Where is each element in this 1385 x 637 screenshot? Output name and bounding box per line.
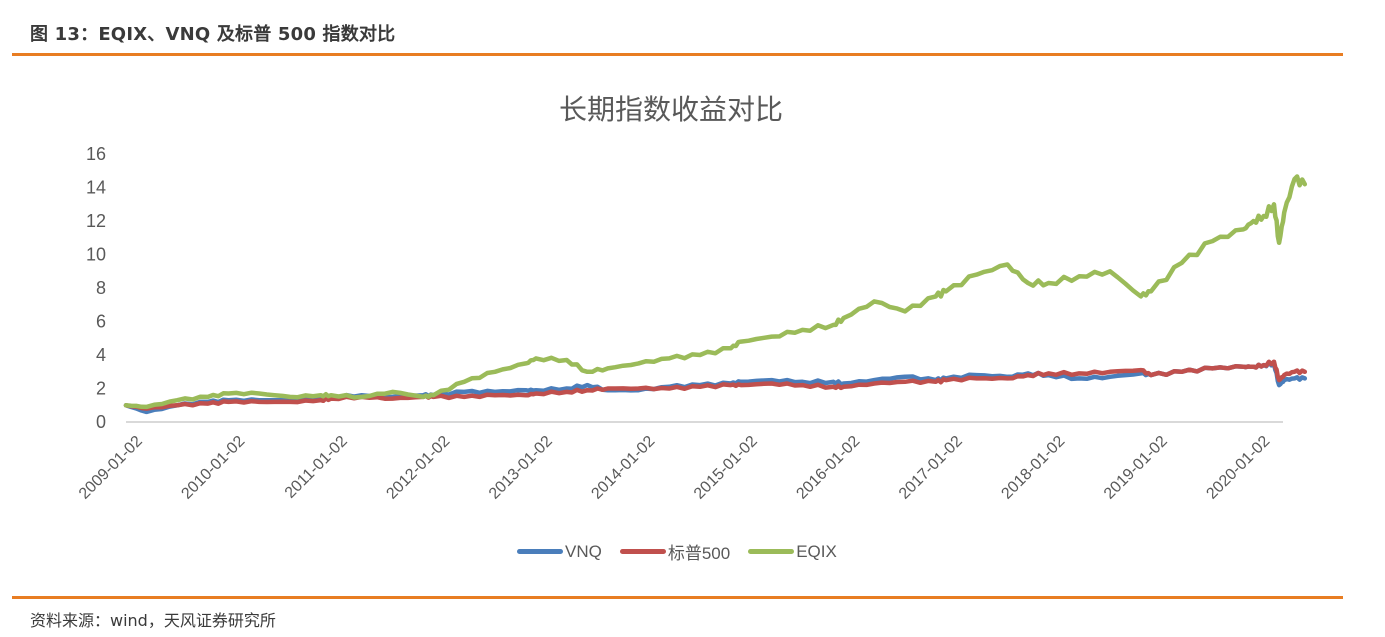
x-axis: 2009-01-02 2010-01-02 2011-01-02 2012-01-02… (76, 433, 1273, 503)
y-tick-label: 10 (86, 245, 106, 265)
legend-swatch-eqix (748, 549, 795, 554)
legend-item-vnq: VNQ (517, 542, 602, 562)
legend-item-eqix: EQIX (748, 542, 837, 562)
x-tick-label: 2016-01-02 (793, 433, 863, 503)
x-tick-label: 2012-01-02 (383, 433, 453, 503)
y-tick-label: 4 (96, 345, 106, 365)
legend-label-eqix: EQIX (796, 541, 837, 561)
x-tick-label: 2013-01-02 (486, 433, 556, 503)
x-tick-label: 2015-01-02 (691, 433, 761, 503)
legend-label-vnq: VNQ (565, 541, 602, 561)
legend-item-sp500: 标普500 (619, 539, 731, 564)
bottom-divider (12, 596, 1343, 599)
y-tick-label: 0 (96, 412, 106, 432)
series-group (123, 174, 1308, 415)
x-tick-label: 2014-01-02 (588, 433, 658, 503)
x-tick-label: 2009-01-02 (76, 433, 146, 503)
x-tick-label: 2017-01-02 (896, 433, 966, 503)
y-tick-label: 16 (86, 144, 106, 164)
figure-title: 图 13：EQIX、VNQ 及标普 500 指数对比 (30, 24, 396, 45)
x-tick-label: 2020-01-02 (1203, 433, 1273, 503)
legend: VNQ 标普500 EQIX (517, 539, 837, 564)
legend-swatch-vnq (517, 549, 563, 554)
legend-swatch-sp500 (619, 549, 666, 554)
chart-title: 长期指数收益对比 (558, 93, 783, 126)
series-line-eqix (123, 174, 1308, 410)
legend-label-sp500: 标普500 (667, 544, 731, 563)
x-tick-label: 2011-01-02 (282, 433, 351, 502)
top-divider (12, 53, 1343, 56)
y-axis: 0 2 4 6 8 10 12 14 16 (86, 144, 106, 432)
source-note: 资料来源：wind，天风证券研究所 (30, 611, 276, 630)
y-tick-label: 14 (86, 178, 106, 198)
y-tick-label: 2 (96, 379, 106, 399)
x-tick-label: 2010-01-02 (178, 433, 248, 503)
y-tick-label: 6 (96, 312, 106, 332)
x-tick-label: 2018-01-02 (998, 433, 1068, 503)
y-tick-label: 8 (96, 278, 106, 298)
series-line-sp500 (123, 359, 1308, 411)
y-tick-label: 12 (86, 211, 106, 231)
x-tick-label: 2019-01-02 (1101, 433, 1171, 503)
